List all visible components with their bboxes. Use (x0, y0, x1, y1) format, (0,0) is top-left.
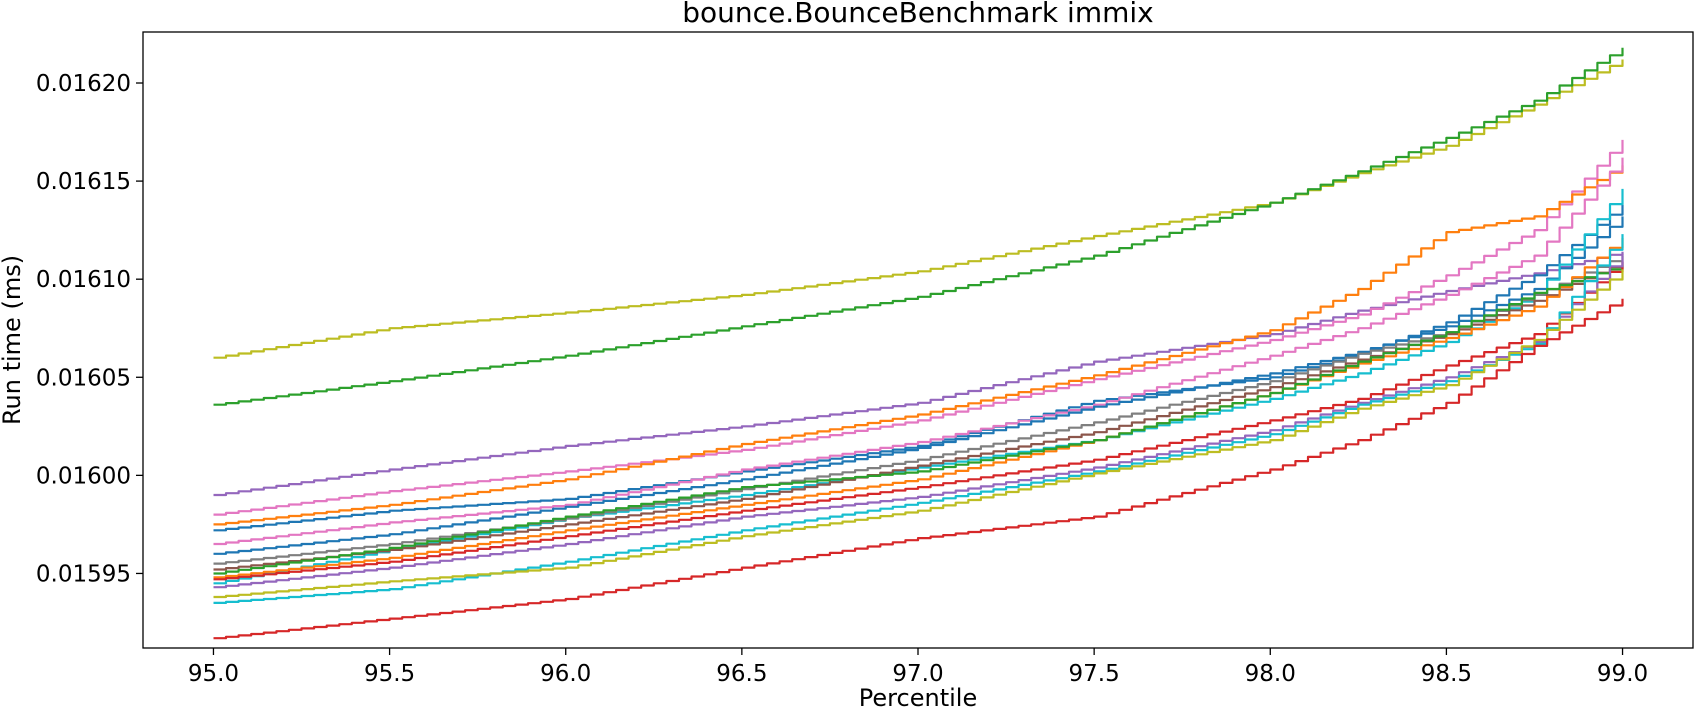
y-tick-label: 0.01610 (36, 267, 131, 293)
x-tick-label: 98.0 (1245, 661, 1296, 687)
y-tick-label: 0.01615 (36, 169, 131, 195)
series-layer (213, 47, 1624, 640)
series-line-8 (213, 216, 1624, 555)
series-line-5 (213, 165, 1624, 526)
x-tick-label: 97.5 (1069, 661, 1120, 687)
series-line-3 (213, 251, 1624, 497)
series-line-7 (213, 157, 1624, 546)
x-tick-label: 95.5 (364, 661, 415, 687)
x-tick-label: 99.0 (1597, 661, 1648, 687)
y-axis: 0.01595 0.01600 0.01605 0.01610 0.01615 0.016… (36, 71, 143, 587)
series-line-2 (213, 47, 1624, 406)
y-tick-label: 0.01600 (36, 463, 131, 489)
y-tick-label: 0.01605 (36, 365, 131, 391)
chart-title: bounce.BounceBenchmark immix (682, 0, 1153, 29)
y-tick-label: 0.01595 (36, 561, 131, 587)
x-tick-label: 96.0 (540, 661, 591, 687)
series-line-17 (213, 269, 1624, 599)
x-axis: 95.0 95.5 96.0 96.5 97.0 97.5 98.0 98.5 99.0 (188, 648, 1648, 687)
series-line-4 (213, 139, 1624, 516)
series-line-13 (213, 265, 1624, 575)
x-tick-label: 95.0 (188, 661, 239, 687)
x-tick-label: 96.5 (716, 661, 767, 687)
x-tick-label: 97.0 (892, 661, 943, 687)
series-line-15 (213, 253, 1624, 589)
series-line-12 (213, 238, 1624, 579)
series-line-18 (213, 298, 1624, 640)
y-axis-label: Run time (ms) (0, 255, 26, 425)
series-line-16 (213, 234, 1624, 604)
x-axis-label: Percentile (859, 684, 977, 710)
series-line-1 (213, 59, 1624, 359)
series-line-14 (213, 261, 1624, 581)
y-tick-label: 0.01620 (36, 71, 131, 97)
x-tick-label: 98.5 (1421, 661, 1472, 687)
